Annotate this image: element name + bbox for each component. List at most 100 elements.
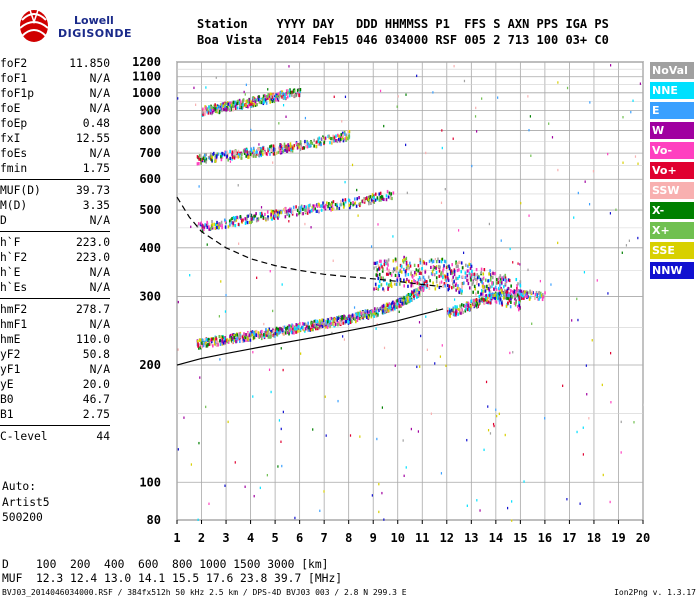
noise-point <box>637 162 639 165</box>
echo-point <box>297 206 300 210</box>
echo-point <box>355 204 358 208</box>
echo-point <box>308 144 310 148</box>
echo-point <box>348 317 351 321</box>
echo-point <box>381 304 384 308</box>
echo-point <box>330 208 332 212</box>
noise-point <box>195 103 197 106</box>
echo-point <box>518 294 520 298</box>
legend-item: NoVal <box>650 62 694 79</box>
echo-point <box>469 276 472 280</box>
echo-point <box>296 88 299 92</box>
echo-point <box>289 144 292 148</box>
param-row: D N/A <box>0 213 110 228</box>
echo-point <box>451 263 454 267</box>
echo-point <box>218 222 221 226</box>
echo-point <box>419 289 421 294</box>
echo-point <box>299 144 302 149</box>
echo-point <box>316 319 319 324</box>
noise-point <box>281 283 283 286</box>
echo-point <box>469 263 472 267</box>
echo-point <box>204 112 206 116</box>
echo-point <box>375 273 378 277</box>
echo-point <box>248 98 251 102</box>
echo-point <box>226 154 229 158</box>
echo-point <box>202 227 205 232</box>
legend-item: Vo+ <box>650 162 694 179</box>
echo-point <box>455 311 458 315</box>
param-value: N/A <box>89 87 110 100</box>
echo-point <box>227 102 229 106</box>
echo-point <box>255 150 257 154</box>
echo-point <box>267 149 269 153</box>
echo-point <box>207 343 209 347</box>
echo-point <box>329 319 332 323</box>
echo-point <box>428 259 431 263</box>
noise-point <box>633 421 635 424</box>
echo-point <box>482 282 484 286</box>
echo-point <box>262 100 265 104</box>
echo-point <box>328 202 330 206</box>
echo-point <box>330 202 333 206</box>
echo-point <box>260 148 263 152</box>
echo-point <box>308 204 310 208</box>
echo-point <box>347 320 349 324</box>
echo-point <box>338 134 340 138</box>
param-value: N/A <box>89 363 110 376</box>
echo-point <box>497 277 500 281</box>
echo-point <box>390 273 393 277</box>
noise-point <box>441 129 443 132</box>
echo-point <box>455 261 457 265</box>
echo-point <box>477 304 479 309</box>
echo-point <box>387 261 389 265</box>
echo-point <box>468 262 471 266</box>
echo-point <box>250 149 253 153</box>
echo-point <box>460 270 463 274</box>
echo-point <box>207 155 210 160</box>
echo-point <box>505 279 508 284</box>
noise-point <box>294 516 296 520</box>
echo-point <box>506 296 508 301</box>
echo-point <box>337 323 339 327</box>
echo-point <box>255 329 258 334</box>
echo-point <box>273 92 276 96</box>
echo-point <box>368 314 370 318</box>
param-name: fmin <box>0 162 28 175</box>
echo-point <box>298 206 301 210</box>
noise-point <box>639 82 641 85</box>
echo-point <box>508 278 511 283</box>
echo-point <box>532 291 534 295</box>
noise-point <box>220 280 222 283</box>
noise-point <box>527 268 529 272</box>
echo-point <box>498 301 501 305</box>
noise-point <box>177 448 179 451</box>
echo-point <box>380 308 383 312</box>
echo-point <box>515 300 517 304</box>
echo-point <box>481 284 484 288</box>
noise-point <box>282 410 284 414</box>
echo-point <box>486 298 488 302</box>
echo-point <box>267 217 269 221</box>
echo-point <box>408 294 410 298</box>
param-value: 110.0 <box>75 333 110 346</box>
echo-point <box>403 255 405 259</box>
echo-point <box>216 104 219 108</box>
param-name: C-level <box>0 430 48 443</box>
echo-point <box>298 88 301 92</box>
echo-point <box>369 195 372 199</box>
noise-point <box>453 64 455 68</box>
param-value: 50.8 <box>82 348 110 361</box>
echo-point <box>408 266 410 270</box>
echo-point <box>349 315 351 319</box>
echo-point <box>309 141 312 145</box>
echo-point <box>481 277 484 282</box>
noise-point <box>453 298 456 301</box>
echo-point <box>253 336 255 340</box>
echo-point <box>438 274 441 278</box>
echo-point <box>280 211 282 215</box>
echo-point <box>442 269 444 273</box>
y-tick-label: 500 <box>139 203 161 217</box>
x-tick-label: 14 <box>489 531 503 545</box>
echo-point <box>349 320 352 325</box>
noise-point <box>272 161 274 164</box>
noise-point <box>462 251 465 255</box>
